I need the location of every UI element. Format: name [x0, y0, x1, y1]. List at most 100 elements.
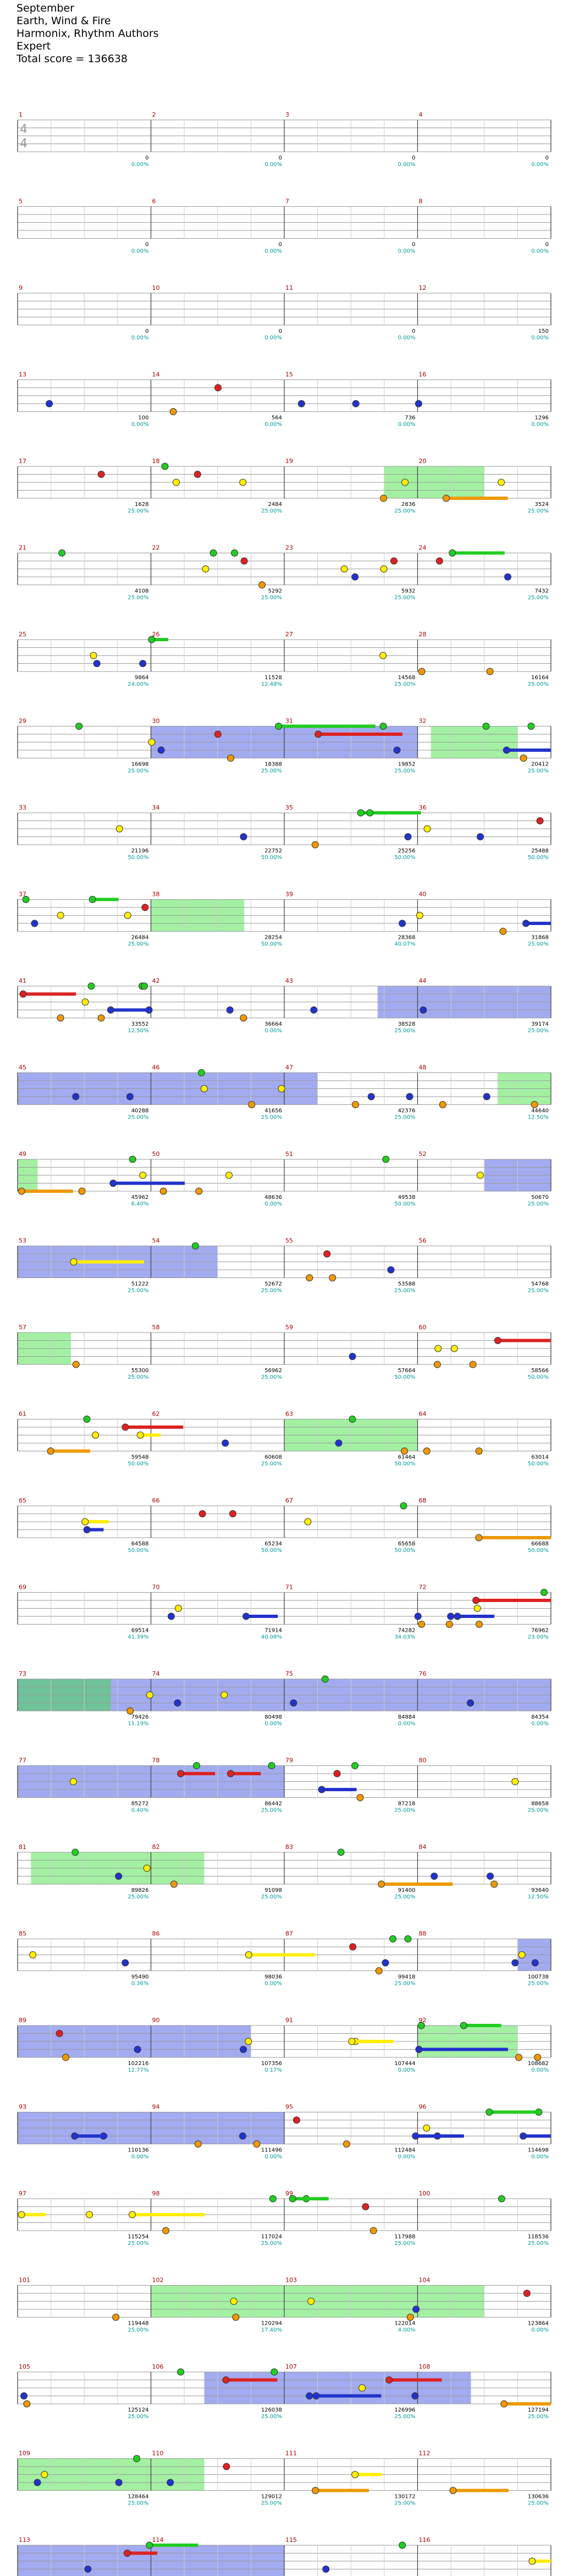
measure-percent: 0.00% [398, 335, 416, 341]
measure-percent: 25.00% [528, 2501, 549, 2507]
measure-number: 95 [285, 2104, 293, 2111]
measure-score: 0 [545, 242, 549, 248]
measure-number: 63 [285, 1411, 293, 1418]
measure-number: 31 [285, 718, 293, 725]
measure-number: 90 [152, 2017, 160, 2024]
measure-percent: 0.00% [531, 422, 549, 428]
measure-score: 118536 [528, 2234, 549, 2240]
note-gem [162, 2227, 170, 2234]
measure-percent: 0.00% [531, 1721, 549, 1727]
measure-number: 78 [152, 1757, 160, 1764]
measure-score: 61464 [398, 1455, 416, 1461]
measure-score: 74282 [398, 1628, 416, 1634]
note-gem [75, 723, 83, 730]
measure-percent: 50.00% [394, 1548, 415, 1554]
measure-percent: 0.00% [264, 162, 282, 168]
measure-number: 18 [152, 458, 160, 465]
measure-percent: 12.50% [128, 1028, 148, 1034]
measure-percent: 50.00% [128, 1461, 148, 1467]
measure-percent: 25.00% [394, 768, 415, 774]
measure-number: 16 [419, 371, 427, 378]
note-gem [112, 2314, 120, 2321]
measure-score: 111496 [261, 2148, 282, 2154]
measure-number: 72 [419, 1584, 427, 1591]
measure-number: 57 [19, 1324, 26, 1331]
note-gem [382, 1155, 390, 1163]
note-gem [435, 557, 443, 565]
measure-percent: 25.00% [261, 2501, 282, 2507]
sustain-bar [85, 1520, 109, 1523]
note-gem [412, 2132, 420, 2140]
measure-score: 736 [405, 415, 415, 421]
measure-number: 37 [19, 891, 26, 898]
measure-score: 117024 [261, 2234, 282, 2240]
measure-number: 74 [152, 1670, 160, 1677]
measure-percent: 0.00% [398, 2067, 416, 2073]
note-gem [312, 2487, 319, 2494]
measure-number: 76 [419, 1670, 427, 1677]
measure-number: 46 [152, 1064, 160, 1071]
note-gem [115, 825, 123, 833]
sustain-bar [389, 2378, 442, 2382]
measure-percent: 25.00% [394, 1028, 415, 1034]
note-gem [445, 1621, 453, 1628]
measure-percent: 25.00% [528, 595, 549, 601]
measure-number: 86 [152, 1930, 160, 1937]
note-gem [349, 1416, 356, 1423]
note-gem [531, 1959, 539, 1967]
measure-score: 0 [412, 155, 415, 161]
measure-score: 87218 [398, 1801, 416, 1807]
measure-percent: 50.00% [394, 855, 415, 861]
measure-score: 115254 [128, 2234, 148, 2240]
measure-score: 117988 [394, 2234, 415, 2240]
measure-number: 116 [419, 2536, 430, 2544]
measure-number: 104 [419, 2277, 430, 2284]
sustain-bar [246, 1615, 278, 1618]
measure-percent: 6.40% [131, 1201, 149, 1207]
measure-number: 67 [285, 1497, 293, 1504]
note-gem [433, 1361, 441, 1368]
measure-score: 125124 [128, 2407, 148, 2413]
measure-percent: 50.00% [528, 855, 549, 861]
note-gem [375, 1967, 383, 1974]
measure-number: 11 [285, 284, 293, 291]
measure-percent: 40.07% [394, 942, 415, 948]
measure-score: 0 [145, 242, 148, 248]
measure-score: 56962 [264, 1368, 282, 1374]
measure-number: 92 [419, 2017, 427, 2024]
note-gem [306, 2392, 313, 2399]
sustain-bar [452, 2489, 509, 2492]
measure-number: 22 [152, 544, 160, 552]
measure-number: 61 [19, 1411, 26, 1418]
note-gem [306, 1274, 313, 1281]
note-gem [92, 1432, 100, 1439]
note-gem [167, 2479, 174, 2486]
sustain-bar [230, 1772, 261, 1775]
measure-number: 33 [19, 804, 26, 811]
measure-percent: 25.00% [394, 1288, 415, 1294]
measure-percent: 25.00% [128, 1894, 148, 1900]
note-gem [289, 2195, 296, 2203]
note-gem [415, 2046, 423, 2053]
sustain-bar [23, 992, 76, 996]
measure-number: 3 [285, 111, 289, 118]
measure-number: 56 [419, 1237, 427, 1245]
measure-score: 107356 [261, 2061, 282, 2067]
note-gem [57, 912, 64, 919]
sustain-bar [381, 1883, 453, 1886]
measure-number: 88 [419, 1930, 427, 1937]
note-gem [239, 478, 247, 486]
measure-percent: 25.00% [394, 681, 415, 687]
note-gem [122, 1959, 129, 1967]
note-gem [351, 2471, 359, 2478]
sustain-bar [113, 1181, 185, 1185]
measure-number: 55 [285, 1237, 293, 1245]
note-gem [423, 2124, 430, 2132]
sustain-bar [526, 922, 551, 925]
measure-number: 28 [419, 631, 427, 638]
measure-score: 5932 [401, 588, 415, 595]
measure-number: 70 [152, 1584, 160, 1591]
note-gem [379, 723, 387, 730]
measure-number: 30 [152, 718, 160, 725]
measure-number: 77 [19, 1757, 26, 1764]
